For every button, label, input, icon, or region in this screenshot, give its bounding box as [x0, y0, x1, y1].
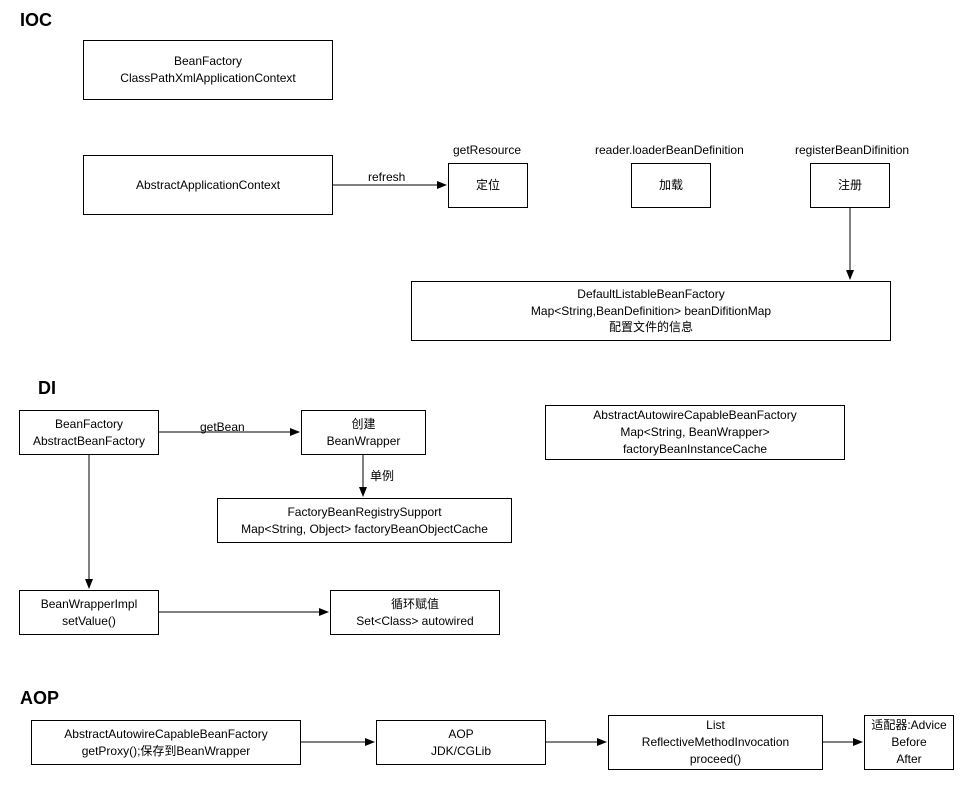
section-heading-ioc: IOC: [20, 10, 52, 31]
edge-label-reader-loader: reader.loaderBeanDefinition: [595, 143, 744, 157]
node-line: 适配器:Advice: [871, 717, 946, 734]
node-ioc-default-listable-factory: DefaultListableBeanFactory Map<String,Be…: [411, 281, 891, 341]
node-di-create-beanwrapper: 创建 BeanWrapper: [301, 410, 426, 455]
edge-label-getbean: getBean: [200, 420, 245, 434]
node-line: 定位: [476, 177, 500, 194]
node-aop-proxy: AOP JDK/CGLib: [376, 720, 546, 765]
node-line: FactoryBeanRegistrySupport: [287, 504, 441, 521]
edge-label-register-bean: registerBeanDifinition: [795, 143, 909, 157]
edge-label-refresh: refresh: [368, 170, 405, 184]
node-line: List: [706, 717, 725, 734]
node-aop-invocation-list: List ReflectiveMethodInvocation proceed(…: [608, 715, 823, 770]
node-di-registry-support: FactoryBeanRegistrySupport Map<String, O…: [217, 498, 512, 543]
node-line: After: [896, 751, 921, 768]
node-line: BeanFactory: [55, 416, 123, 433]
node-di-beanwrapper-impl: BeanWrapperImpl setValue(): [19, 590, 159, 635]
node-ioc-load: 加载: [631, 163, 711, 208]
node-aop-adapter: 适配器:Advice Before After: [864, 715, 954, 770]
flowchart-edges: [0, 0, 961, 805]
node-line: AbstractBeanFactory: [33, 433, 145, 450]
node-ioc-abstract-app-context: AbstractApplicationContext: [83, 155, 333, 215]
node-line: DefaultListableBeanFactory: [577, 286, 724, 303]
section-heading-aop: AOP: [20, 688, 59, 709]
node-line: getProxy();保存到BeanWrapper: [82, 743, 251, 760]
node-line: ReflectiveMethodInvocation: [642, 734, 789, 751]
edge-label-getresource: getResource: [453, 143, 521, 157]
node-di-loop-assign: 循环赋值 Set<Class> autowired: [330, 590, 500, 635]
node-line: 加载: [659, 177, 683, 194]
node-line: Map<String, Object> factoryBeanObjectCac…: [241, 521, 488, 538]
node-line: AbstractAutowireCapableBeanFactory: [593, 407, 796, 424]
node-line: 创建: [351, 416, 375, 433]
node-line: AbstractApplicationContext: [136, 177, 280, 194]
node-ioc-register: 注册: [810, 163, 890, 208]
node-di-beanfactory: BeanFactory AbstractBeanFactory: [19, 410, 159, 455]
node-ioc-beanfactory: BeanFactory ClassPathXmlApplicationConte…: [83, 40, 333, 100]
node-line: Set<Class> autowired: [356, 613, 473, 630]
node-line: 注册: [838, 177, 862, 194]
node-line: 配置文件的信息: [609, 319, 693, 336]
node-line: proceed(): [690, 751, 741, 768]
node-line: 循环赋值: [391, 596, 439, 613]
node-ioc-locate: 定位: [448, 163, 528, 208]
node-line: setValue(): [62, 613, 116, 630]
node-line: Map<String,BeanDefinition> beanDifitionM…: [531, 303, 771, 320]
node-line: BeanWrapperImpl: [41, 596, 138, 613]
node-line: Map<String, BeanWrapper>: [620, 424, 769, 441]
node-line: BeanFactory: [174, 53, 242, 70]
node-line: JDK/CGLib: [431, 743, 491, 760]
node-line: AOP: [448, 726, 473, 743]
node-line: ClassPathXmlApplicationContext: [120, 70, 295, 87]
node-line: AbstractAutowireCapableBeanFactory: [64, 726, 267, 743]
node-di-autowire-factory: AbstractAutowireCapableBeanFactory Map<S…: [545, 405, 845, 460]
section-heading-di: DI: [38, 378, 56, 399]
node-line: Before: [891, 734, 926, 751]
node-line: BeanWrapper: [327, 433, 401, 450]
node-aop-factory: AbstractAutowireCapableBeanFactory getPr…: [31, 720, 301, 765]
node-line: factoryBeanInstanceCache: [623, 441, 767, 458]
edge-label-singleton: 单例: [370, 467, 394, 484]
